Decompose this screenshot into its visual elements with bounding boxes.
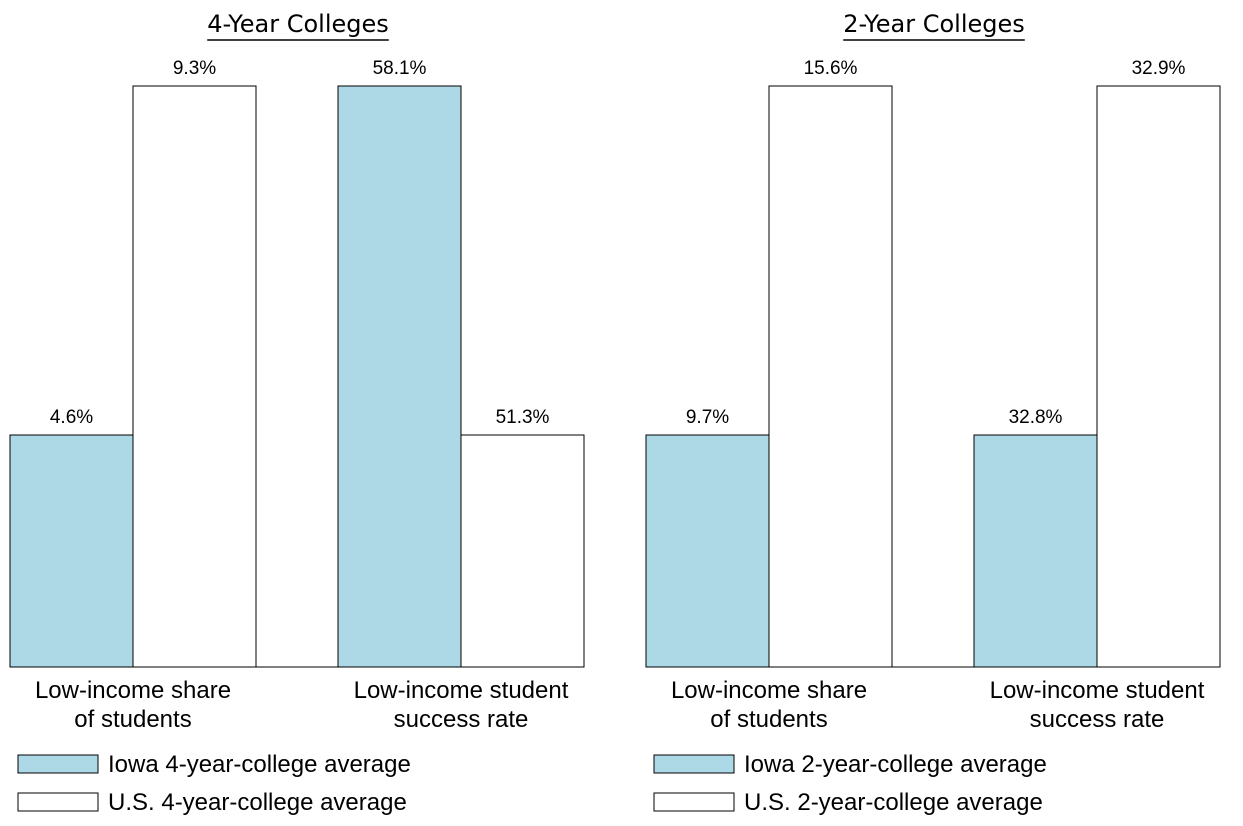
bar xyxy=(337,85,462,668)
legend-swatch xyxy=(653,754,735,774)
category-label: Low-income share xyxy=(671,677,867,704)
category-label: success rate xyxy=(1030,706,1165,733)
category-label: Low-income student xyxy=(354,677,569,704)
bar xyxy=(645,434,770,668)
data-label: 9.3% xyxy=(173,58,216,79)
legend-swatch xyxy=(653,792,735,812)
legend-swatch xyxy=(17,792,99,812)
legend-label: U.S. 2-year-college average xyxy=(744,789,1043,816)
bar xyxy=(9,434,134,668)
chart-title: 4-Year Colleges xyxy=(207,10,389,38)
legend-label: Iowa 4-year-college average xyxy=(108,751,411,778)
data-label: 32.9% xyxy=(1132,58,1186,79)
data-label: 15.6% xyxy=(804,58,858,79)
chart-panel: 2-Year Colleges 9.7% 15.6% Low-income share… xyxy=(645,10,1221,816)
data-label: 51.3% xyxy=(496,407,550,428)
category-label: Low-income student xyxy=(990,677,1205,704)
data-label: 9.7% xyxy=(686,407,729,428)
legend-label: Iowa 2-year-college average xyxy=(744,751,1047,778)
data-label: 58.1% xyxy=(373,58,427,79)
category-label: of students xyxy=(710,706,827,733)
bar xyxy=(460,434,585,668)
legend-label: U.S. 4-year-college average xyxy=(108,789,407,816)
category-label: Low-income share xyxy=(35,677,231,704)
data-label: 32.8% xyxy=(1009,407,1063,428)
chart-title: 2-Year Colleges xyxy=(843,10,1025,38)
bar xyxy=(973,434,1098,668)
bar xyxy=(132,85,257,668)
legend-swatch xyxy=(17,754,99,774)
data-label: 4.6% xyxy=(50,407,93,428)
category-label: success rate xyxy=(394,706,529,733)
bar xyxy=(1096,85,1221,668)
bar xyxy=(768,85,893,668)
chart-panel: 4-Year Colleges 4.6% 9.3% Low-income shareo… xyxy=(9,10,585,816)
category-label: of students xyxy=(74,706,191,733)
